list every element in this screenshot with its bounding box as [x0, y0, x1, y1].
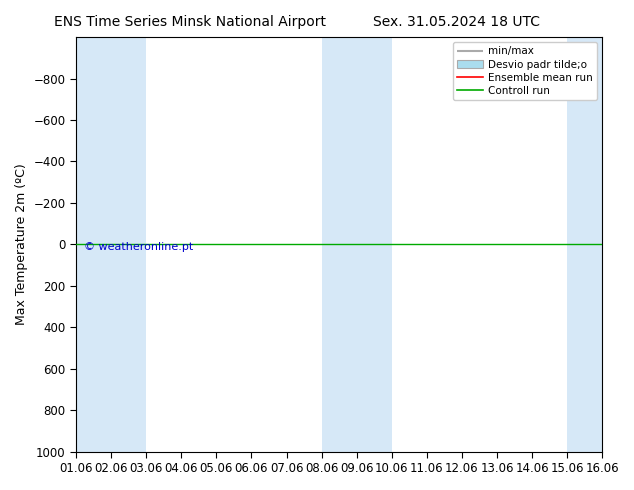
Legend: min/max, Desvio padr tilde;o, Ensemble mean run, Controll run: min/max, Desvio padr tilde;o, Ensemble m…	[453, 42, 597, 100]
Text: © weatheronline.pt: © weatheronline.pt	[84, 242, 193, 252]
Bar	[567, 37, 602, 452]
Bar	[76, 37, 111, 452]
Bar	[111, 37, 146, 452]
Text: Sex. 31.05.2024 18 UTC: Sex. 31.05.2024 18 UTC	[373, 15, 540, 29]
Bar	[321, 37, 357, 452]
Bar	[357, 37, 392, 452]
Text: ENS Time Series Minsk National Airport: ENS Time Series Minsk National Airport	[54, 15, 327, 29]
Y-axis label: Max Temperature 2m (ºC): Max Temperature 2m (ºC)	[15, 164, 28, 325]
